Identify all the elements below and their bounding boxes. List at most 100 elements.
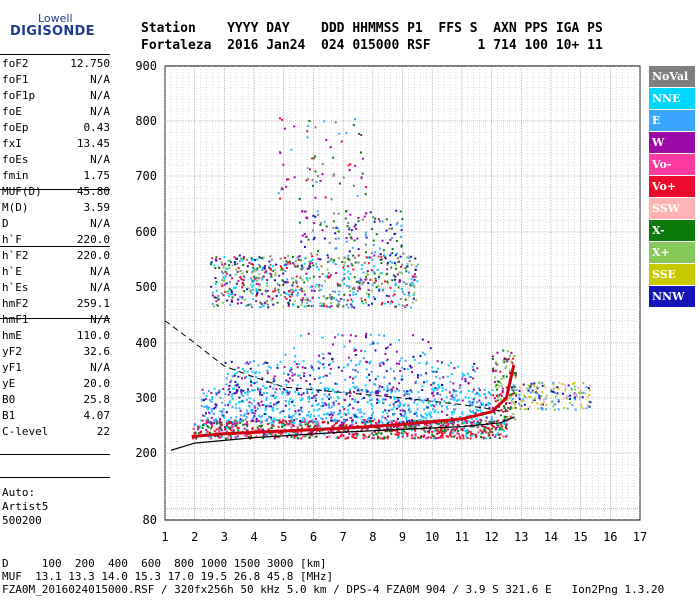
echo-point xyxy=(304,256,307,259)
echo-point xyxy=(372,216,375,219)
echo-point xyxy=(404,305,407,308)
echo-point xyxy=(509,415,512,418)
echo-point xyxy=(245,375,248,378)
echo-point xyxy=(405,416,408,419)
echo-point xyxy=(455,390,458,393)
echo-point xyxy=(328,293,331,296)
echo-point xyxy=(449,433,452,436)
echo-point xyxy=(477,393,480,396)
echo-point xyxy=(294,260,297,263)
echo-point xyxy=(228,281,231,284)
echo-point xyxy=(502,349,505,352)
echo-point xyxy=(288,419,291,422)
echo-point xyxy=(359,408,362,411)
echo-point xyxy=(372,341,375,344)
echo-point xyxy=(228,259,231,262)
echo-point xyxy=(407,291,410,294)
echo-point xyxy=(321,336,324,339)
echo-point xyxy=(246,265,249,268)
echo-point xyxy=(227,389,230,392)
echo-point xyxy=(371,437,374,440)
parameter-name: yF1 xyxy=(2,361,22,374)
echo-point xyxy=(409,425,412,428)
echo-point xyxy=(500,394,503,397)
echo-point xyxy=(236,270,239,273)
echo-point xyxy=(257,428,260,431)
echo-point xyxy=(225,383,228,386)
echo-point xyxy=(299,259,302,262)
echo-point xyxy=(334,121,337,124)
echo-point xyxy=(227,372,230,375)
echo-point xyxy=(552,388,555,391)
echo-point xyxy=(291,374,294,377)
echo-point xyxy=(372,437,375,440)
echo-point xyxy=(395,267,398,270)
echo-point xyxy=(261,424,264,427)
echo-point xyxy=(477,387,480,390)
echo-point xyxy=(328,435,331,438)
echo-point xyxy=(538,399,541,402)
echo-point xyxy=(201,414,204,417)
echo-point xyxy=(378,385,381,388)
echo-point xyxy=(378,421,381,424)
echo-point xyxy=(240,391,243,394)
echo-point xyxy=(395,407,398,410)
y-tick-label: 400 xyxy=(135,336,157,350)
footer-distance-muf-header: D 100 200 400 600 800 1000 1500 3000 [km… xyxy=(2,557,327,570)
echo-point xyxy=(329,363,332,366)
echo-point xyxy=(468,420,471,423)
echo-point xyxy=(388,382,391,385)
echo-point xyxy=(285,281,288,284)
echo-point xyxy=(423,434,426,437)
echo-point xyxy=(366,420,369,423)
echo-point xyxy=(211,291,214,294)
autoscaling-label: Auto: xyxy=(2,486,36,499)
echo-point xyxy=(426,406,429,409)
echo-point xyxy=(415,412,418,415)
echo-point xyxy=(275,263,278,266)
echo-point xyxy=(303,210,306,213)
echo-point xyxy=(478,399,481,402)
echo-point xyxy=(257,364,260,367)
echo-point xyxy=(303,232,306,235)
echo-point xyxy=(415,380,418,383)
echo-point xyxy=(208,421,211,424)
echo-point xyxy=(241,367,244,370)
echo-point xyxy=(326,297,329,300)
echo-point xyxy=(288,260,291,263)
echo-point xyxy=(335,298,338,301)
echo-point xyxy=(276,301,279,304)
echo-point xyxy=(370,420,373,423)
echo-point xyxy=(399,297,402,300)
echo-point xyxy=(306,391,309,394)
echo-point xyxy=(504,425,507,428)
echo-point xyxy=(291,288,294,291)
echo-point xyxy=(315,423,318,426)
echo-point xyxy=(557,399,560,402)
echo-point xyxy=(321,229,324,232)
echo-point xyxy=(300,334,303,337)
echo-point xyxy=(258,273,261,276)
echo-point xyxy=(390,391,393,394)
echo-point xyxy=(229,303,232,306)
echo-point xyxy=(308,119,311,122)
echo-point xyxy=(495,361,498,364)
echo-point xyxy=(252,360,255,363)
echo-point xyxy=(490,415,493,418)
echo-point xyxy=(454,428,457,431)
echo-point xyxy=(219,425,222,428)
echo-point xyxy=(293,435,296,438)
echo-point xyxy=(451,413,454,416)
echo-point xyxy=(327,256,330,259)
echo-point xyxy=(207,408,210,411)
echo-point xyxy=(314,397,317,400)
echo-point xyxy=(281,118,284,121)
echo-point xyxy=(381,301,384,304)
echo-point xyxy=(526,387,529,390)
echo-point xyxy=(266,418,269,421)
echo-point xyxy=(310,252,313,255)
echo-point xyxy=(355,292,358,295)
echo-point xyxy=(260,305,263,308)
echo-point xyxy=(272,377,275,380)
echo-point xyxy=(388,404,391,407)
